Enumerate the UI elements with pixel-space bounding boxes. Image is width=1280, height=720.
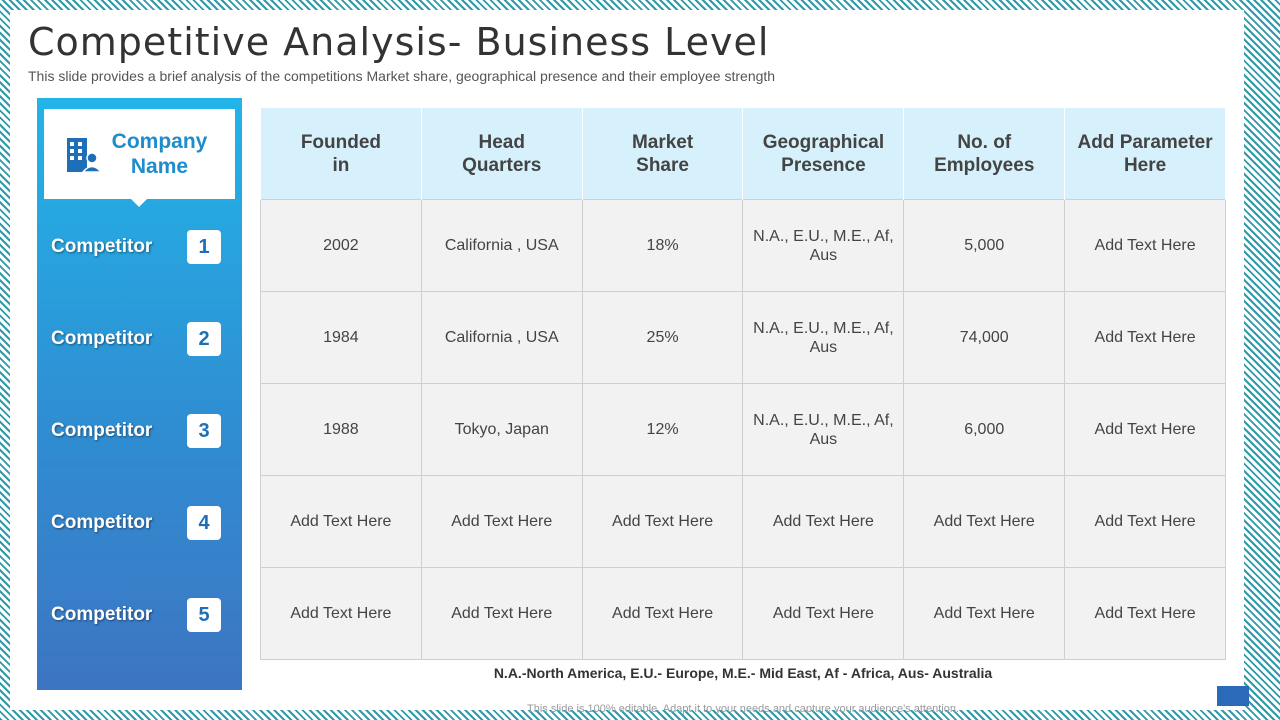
table-cell: California , USA [420,291,583,384]
competitor-label: Competitor [51,512,153,533]
table-cell: Add Text Here [260,567,422,660]
company-name-box: Company Name [44,109,235,207]
competitor-number-badge: 1 [187,230,221,264]
competitor-number-badge: 2 [187,322,221,356]
table-cell: N.A., E.U., M.E., Af, Aus [742,199,905,292]
table-cell: 74,000 [903,291,1066,384]
table-cell: 5,000 [903,199,1066,292]
competitor-item: Competitor 1 [51,229,221,265]
column-header: Market Share [581,108,744,200]
table-cell: 25% [581,291,744,384]
table-cell: 6,000 [903,383,1066,476]
page-title: Competitive Analysis- Business Level [28,20,770,64]
table-cell: Add Text Here [903,475,1066,568]
table-cell: 18% [581,199,744,292]
table-cell: 1984 [260,291,422,384]
competitor-item: Competitor 5 [51,597,221,633]
competitor-label: Competitor [51,328,153,349]
column-header: No. of Employees [903,108,1066,200]
table-cell: Add Text Here [1064,383,1226,476]
competitor-number-badge: 5 [187,598,221,632]
table-cell: N.A., E.U., M.E., Af, Aus [742,291,905,384]
column-header: Founded in [260,108,422,200]
table-row: Add Text Here Add Text Here Add Text Her… [260,567,1226,660]
table-cell: 2002 [260,199,422,292]
table-cell: Add Text Here [260,475,422,568]
table-cell: Add Text Here [1064,291,1226,384]
table-cell: Add Text Here [420,567,583,660]
building-user-icon [66,138,101,173]
slide: Competitive Analysis- Business Level Thi… [10,10,1244,715]
competitor-item: Competitor 4 [51,505,221,541]
competitor-item: Competitor 3 [51,413,221,449]
company-name-label: Company Name [111,130,208,178]
table-row: 1988 Tokyo, Japan 12% N.A., E.U., M.E., … [260,383,1226,476]
table-cell: Add Text Here [581,475,744,568]
table-row: 1984 California , USA 25% N.A., E.U., M.… [260,291,1226,384]
abbreviation-legend: N.A.-North America, E.U.- Europe, M.E.- … [493,665,993,681]
competitor-label: Competitor [51,420,153,441]
table-cell: Add Text Here [1064,199,1226,292]
page-subtitle: This slide provides a brief analysis of … [28,68,776,84]
table-cell: Add Text Here [1064,475,1226,568]
table-row: 2002 California , USA 18% N.A., E.U., M.… [260,199,1226,292]
table-cell: Tokyo, Japan [420,383,583,476]
table-row: Add Text Here Add Text Here Add Text Her… [260,475,1226,568]
column-header: Head Quarters [420,108,583,200]
competitor-label: Competitor [51,236,153,257]
table-cell: Add Text Here [742,475,905,568]
table-cell: Add Text Here [1064,567,1226,660]
table-cell: Add Text Here [742,567,905,660]
table-cell: California , USA [420,199,583,292]
table-cell: 12% [581,383,744,476]
corner-accent-block [1217,686,1249,706]
competitor-number-badge: 3 [187,414,221,448]
table-cell: 1988 [260,383,422,476]
column-header: Add Parameter Here [1064,108,1226,200]
competitor-label: Competitor [51,604,153,625]
competitor-number-badge: 4 [187,506,221,540]
footer-note: This slide is 100% editable. Adapt it to… [527,703,959,715]
competitor-panel: Company Name Competitor 1 Competitor 2 C… [37,98,242,690]
table-cell: Add Text Here [581,567,744,660]
competitor-item: Competitor 2 [51,321,221,357]
table-header-row: Founded in Head Quarters Market Share Ge… [260,108,1226,200]
column-header: Geographical Presence [742,108,905,200]
comparison-table: Founded in Head Quarters Market Share Ge… [260,108,1226,660]
table-cell: Add Text Here [903,567,1066,660]
table-cell: N.A., E.U., M.E., Af, Aus [742,383,905,476]
table-cell: Add Text Here [420,475,583,568]
